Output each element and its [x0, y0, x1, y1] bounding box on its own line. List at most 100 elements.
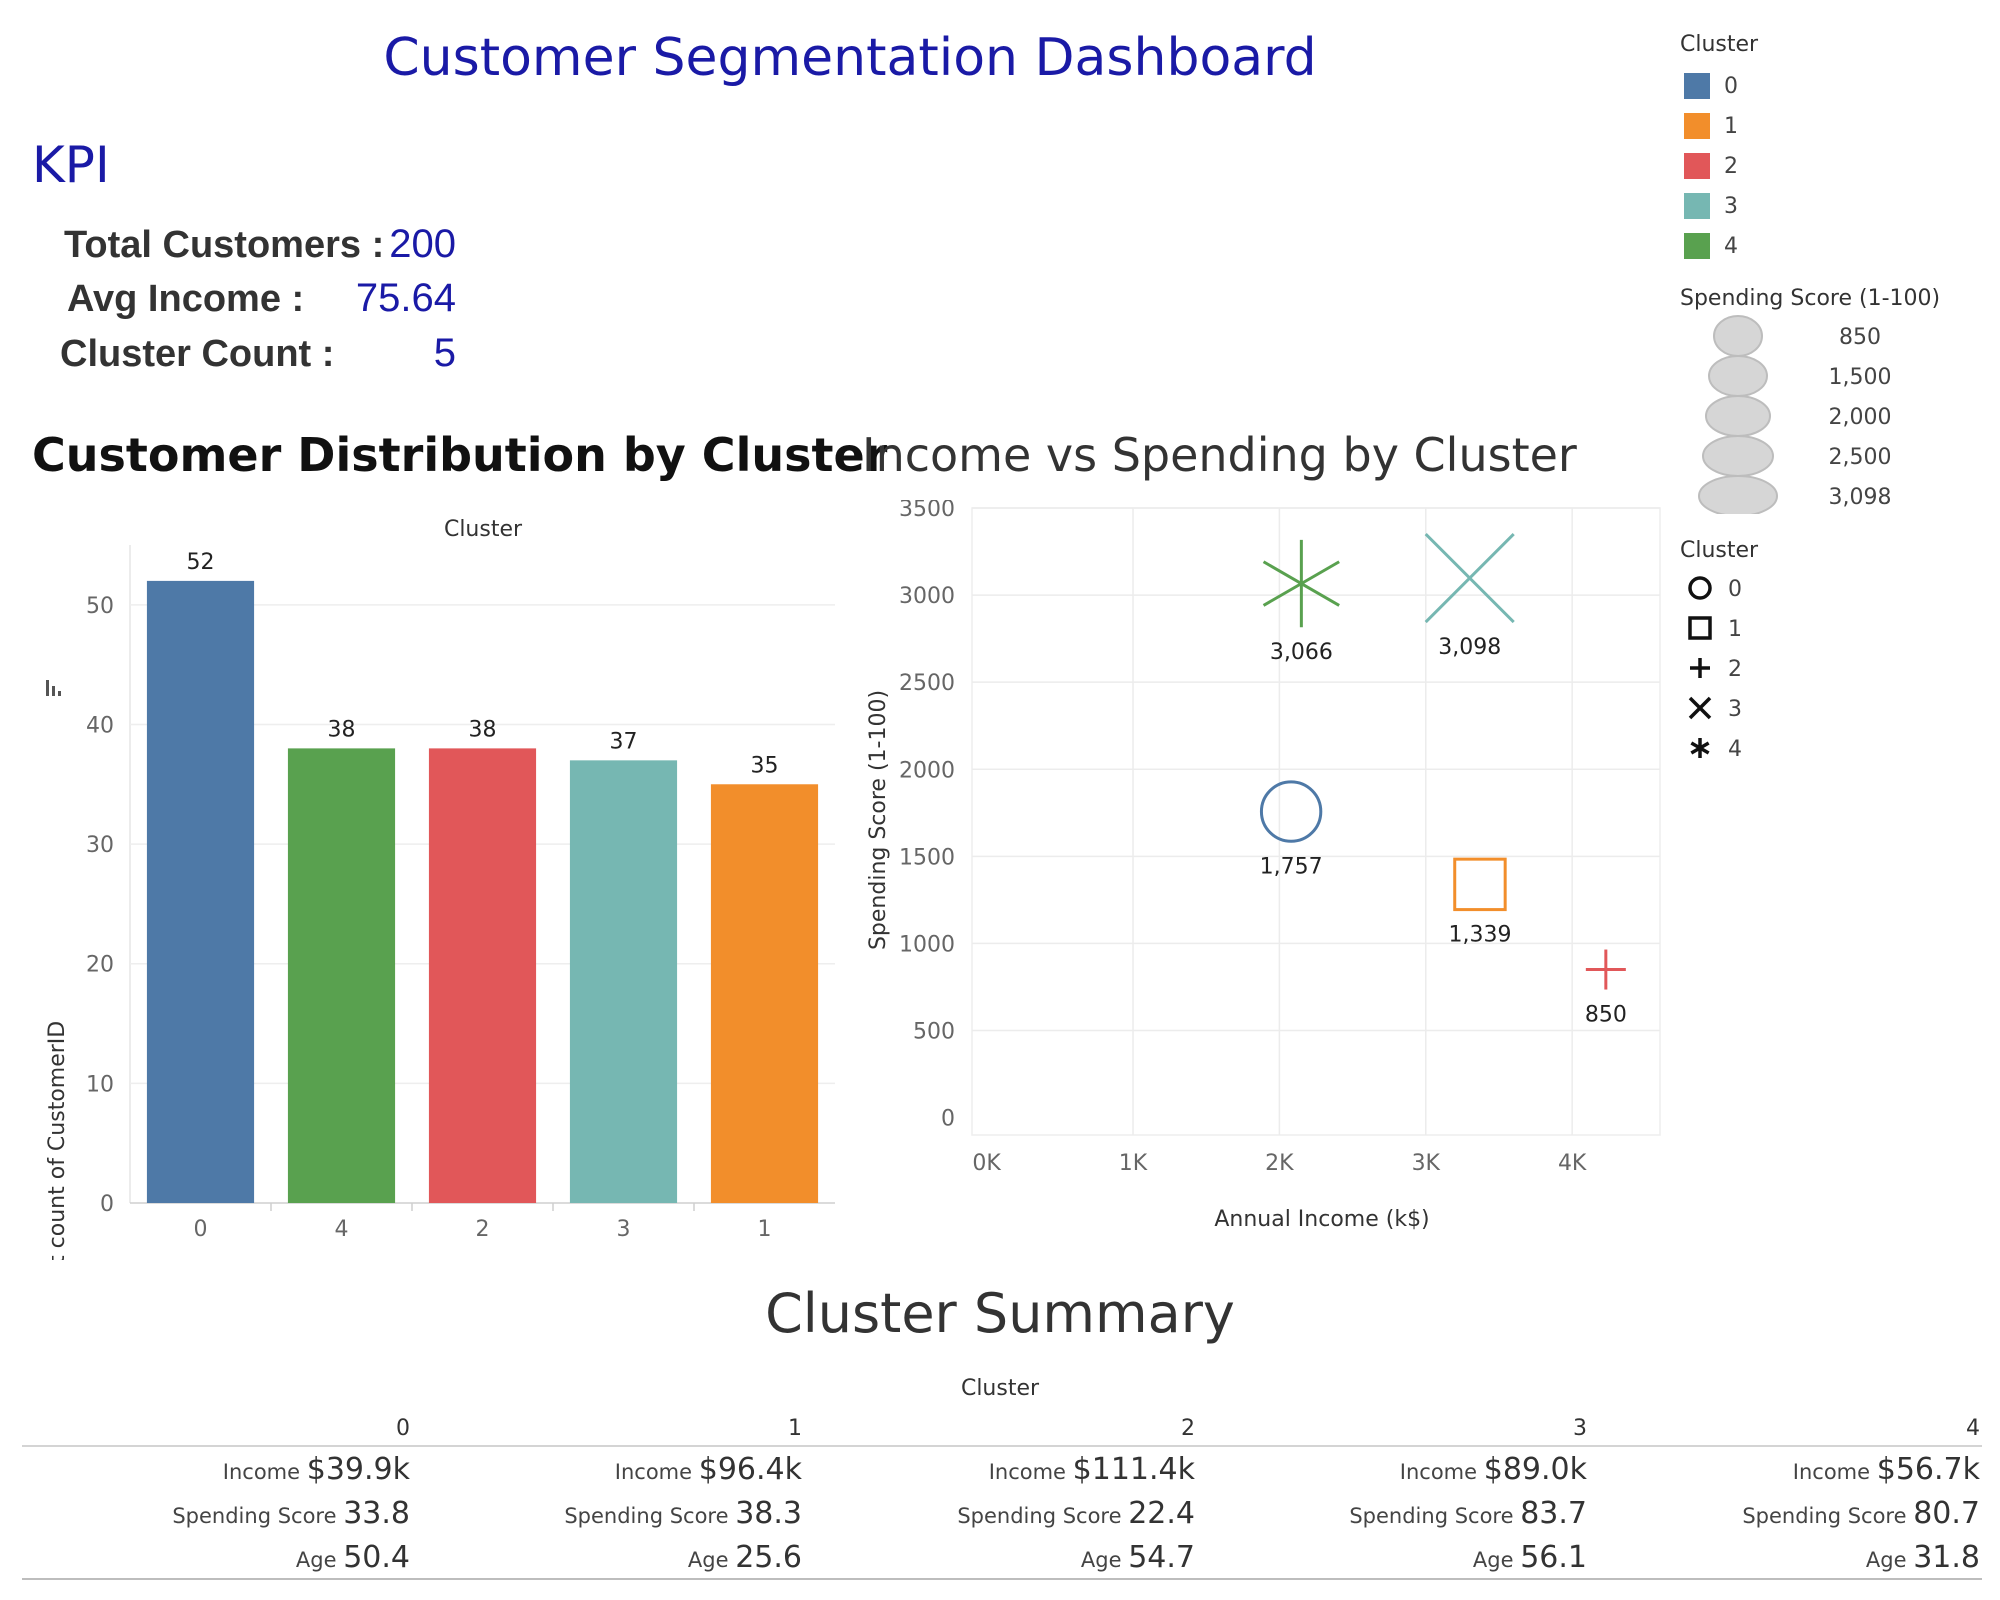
shape-legend-label: 2 — [1728, 657, 1742, 682]
bar-cluster-2[interactable] — [428, 748, 537, 1203]
bar-data-label: 38 — [469, 717, 497, 742]
scatter-point-cluster-2[interactable]: 850 — [1585, 949, 1627, 1028]
bar-data-label: 35 — [751, 753, 779, 778]
summary-age-value: 25.6 — [735, 1540, 802, 1575]
summary-income-label: Income — [988, 1460, 1073, 1484]
scatter-y-tick-label: 1000 — [899, 932, 955, 957]
size-legend-mark — [1705, 395, 1771, 437]
color-swatch-icon — [1684, 233, 1710, 259]
bar-data-label: 38 — [328, 717, 356, 742]
summary-income-value: $111.4k — [1072, 1452, 1195, 1487]
scatter-data-label: 1,339 — [1448, 923, 1511, 948]
scatter-y-tick-label: 500 — [913, 1020, 955, 1045]
bar-cluster-4[interactable] — [287, 748, 396, 1203]
bar-y-tick-label: 30 — [86, 833, 114, 858]
size-legend: 850 1,500 2,000 2,500 3,098 — [1698, 315, 1892, 514]
bar-chart-title: Customer Distribution by Cluster — [32, 428, 888, 482]
scatter-x-tick-label: 2K — [1265, 1151, 1294, 1176]
scatter-data-label: 850 — [1585, 1003, 1627, 1028]
bar-x-tick-label: 4 — [335, 1217, 349, 1242]
square-icon[interactable] — [1688, 616, 1712, 640]
color-swatch-icon — [1684, 193, 1710, 219]
summary-spending-row: Spending Score 83.7 — [1207, 1496, 1587, 1531]
summary-spending-label: Spending Score — [957, 1504, 1129, 1528]
bar-y-tick-label: 0 — [100, 1192, 114, 1217]
summary-column-header: 2 — [1181, 1416, 1195, 1441]
scatter-data-label: 1,757 — [1260, 854, 1323, 879]
scatter-point-cluster-4[interactable]: 3,066 — [1262, 539, 1340, 665]
scatter-point-cluster-0[interactable]: 1,757 — [1260, 780, 1323, 879]
summary-spending-label: Spending Score — [564, 1504, 736, 1528]
summary-column-header: 4 — [1966, 1416, 1980, 1441]
summary-age-value: 31.8 — [1913, 1540, 1980, 1575]
summary-age-label: Age — [1080, 1548, 1129, 1572]
bar-cluster-0[interactable] — [146, 580, 255, 1203]
color-legend: 0 1 2 3 4 — [1680, 66, 1738, 266]
bar-chart: Cluster Distinct count of CustomerID 010… — [45, 517, 835, 1260]
summary-cluster-header: Cluster — [960, 1376, 1040, 1401]
color-legend-item[interactable]: 3 — [1680, 186, 1738, 226]
bar-chart-header: Cluster — [444, 517, 523, 542]
summary-age-label: Age — [1865, 1548, 1914, 1572]
size-legend-label: 2,500 — [1829, 445, 1892, 470]
bar-data-label: 37 — [610, 729, 638, 754]
color-legend-item[interactable]: 0 — [1680, 66, 1738, 106]
summary-income-row: Income $39.9k — [30, 1452, 410, 1487]
summary-spending-value: 38.3 — [735, 1496, 802, 1531]
summary-column-header: 0 — [396, 1416, 410, 1441]
summary-income-value: $89.0k — [1483, 1452, 1587, 1487]
summary-spending-row: Spending Score 80.7 — [1600, 1496, 1980, 1531]
summary-age-label: Age — [295, 1548, 344, 1572]
scatter-x-axis-label: Annual Income (k$) — [1214, 1207, 1429, 1232]
scatter-data-label: 3,098 — [1438, 635, 1501, 660]
cross-icon[interactable] — [1688, 696, 1712, 720]
color-legend-item[interactable]: 1 — [1680, 106, 1738, 146]
summary-income-row: Income $89.0k — [1207, 1452, 1587, 1487]
scatter-y-tick-label: 2000 — [899, 758, 955, 783]
size-legend-mark — [1708, 355, 1768, 397]
sort-icon[interactable] — [46, 680, 61, 696]
summary-spending-row: Spending Score 22.4 — [815, 1496, 1195, 1531]
color-legend-item[interactable]: 4 — [1680, 226, 1738, 266]
summary-age-label: Age — [1472, 1548, 1521, 1572]
size-legend-label: 2,000 — [1829, 405, 1892, 430]
color-legend-title: Cluster — [1680, 32, 1759, 57]
color-legend-item[interactable]: 2 — [1680, 146, 1738, 186]
size-legend-label: 3,098 — [1829, 485, 1892, 510]
scatter-y-tick-label: 0 — [941, 1107, 955, 1132]
size-legend-mark — [1713, 315, 1763, 357]
summary-income-row: Income $111.4k — [815, 1452, 1195, 1487]
summary-age-value: 56.1 — [1520, 1540, 1587, 1575]
summary-spending-label: Spending Score — [172, 1504, 344, 1528]
summary-income-label: Income — [1792, 1460, 1877, 1484]
kpi-avg-income-value: 75.64 — [355, 276, 456, 320]
kpi-total-customers-value: 200 — [389, 222, 456, 266]
summary-age-value: 50.4 — [343, 1540, 410, 1575]
asterisk-icon[interactable] — [1690, 738, 1710, 758]
size-legend-mark — [1702, 435, 1774, 477]
bar-x-tick-label: 3 — [617, 1217, 631, 1242]
bar-cluster-3[interactable] — [569, 760, 678, 1203]
summary-column-header: 1 — [788, 1416, 802, 1441]
size-legend-label: 1,500 — [1829, 365, 1892, 390]
shape-legend-label: 0 — [1728, 577, 1742, 602]
shape-legend-label: 3 — [1728, 697, 1742, 722]
summary-spending-value: 22.4 — [1128, 1496, 1195, 1531]
scatter-point-cluster-1[interactable]: 1,339 — [1448, 857, 1511, 948]
scatter-point-cluster-3[interactable]: 3,098 — [1424, 532, 1515, 660]
plus-icon[interactable] — [1690, 658, 1710, 678]
shape-legend-label: 1 — [1728, 617, 1742, 642]
circle-icon[interactable] — [1688, 576, 1712, 600]
scatter-chart: Spending Score (1-100) Annual Income (k$… — [866, 500, 1661, 1232]
summary-income-value: $96.4k — [698, 1452, 802, 1487]
scatter-y-tick-label: 1500 — [899, 845, 955, 870]
size-legend-mark — [1698, 475, 1778, 514]
bar-cluster-1[interactable] — [710, 784, 819, 1203]
scatter-x-tick-label: 4K — [1558, 1151, 1587, 1176]
scatter-y-tick-label: 2500 — [899, 671, 955, 696]
kpi-cluster-count-label: Cluster Count : — [60, 333, 335, 375]
summary-age-row: Age 54.7 — [815, 1540, 1195, 1575]
shape-legend-label: 4 — [1728, 737, 1742, 762]
summary-spending-row: Spending Score 33.8 — [30, 1496, 410, 1531]
summary-column-header: 3 — [1573, 1416, 1587, 1441]
